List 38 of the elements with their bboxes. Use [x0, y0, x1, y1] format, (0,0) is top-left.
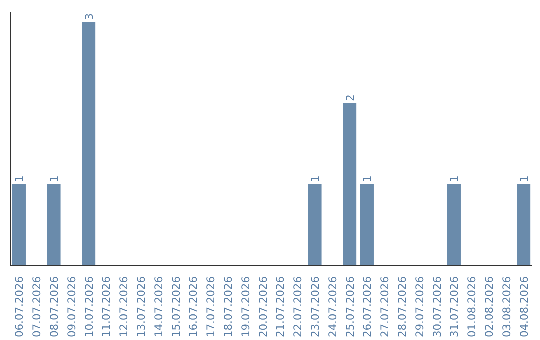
- data-label: 1: [361, 176, 374, 182]
- x-tick-label: 25.07.2026: [344, 276, 357, 338]
- data-label: 3: [82, 13, 96, 20]
- x-tick-label: 18.07.2026: [222, 276, 235, 338]
- x-tick-label: 10.07.2026: [82, 276, 96, 338]
- x-tick-label: 30.07.2026: [430, 276, 444, 338]
- x-tick-label: 27.07.2026: [378, 276, 392, 338]
- x-tick-label: 24.07.2026: [326, 276, 340, 338]
- x-tick-label: 06.07.2026: [13, 276, 26, 338]
- x-tick-label: 28.07.2026: [396, 276, 409, 338]
- x-tick-label: 15.07.2026: [170, 276, 183, 338]
- data-label: 1: [48, 176, 61, 182]
- x-tick-label: 22.07.2026: [292, 276, 305, 338]
- x-tick-label: 03.08.2026: [500, 276, 514, 338]
- data-label: 2: [344, 94, 357, 102]
- x-tick-label: 08.07.2026: [48, 276, 61, 338]
- x-tick-label: 29.07.2026: [413, 276, 426, 338]
- x-tick-label: 23.07.2026: [309, 276, 322, 338]
- x-tick-label: 12.07.2026: [118, 276, 131, 338]
- data-label: 1: [518, 176, 531, 182]
- x-tick-label: 09.07.2026: [65, 276, 78, 338]
- x-tick-label: 21.07.2026: [274, 276, 288, 338]
- x-tick-label: 13.07.2026: [135, 276, 148, 338]
- x-tick-label: 26.07.2026: [361, 276, 374, 338]
- x-tick-label: 20.07.2026: [256, 276, 270, 338]
- data-label: 1: [309, 176, 322, 182]
- x-tick-label: 02.08.2026: [483, 276, 496, 338]
- x-tick-label: 14.07.2026: [152, 276, 166, 338]
- x-tick-label: 04.08.2026: [518, 276, 531, 338]
- x-tick-label: 16.07.2026: [187, 276, 200, 338]
- x-tick-label: 11.07.2026: [100, 276, 114, 338]
- x-tick-label: 01.08.2026: [466, 276, 479, 338]
- x-tick-label: 07.07.2026: [30, 276, 44, 338]
- data-label: 1: [448, 176, 462, 182]
- x-tick-label: 17.07.2026: [204, 276, 218, 338]
- x-tick-label: 31.07.2026: [448, 276, 462, 338]
- x-tick-label: 19.07.2026: [239, 276, 252, 338]
- data-label: 1: [13, 176, 26, 182]
